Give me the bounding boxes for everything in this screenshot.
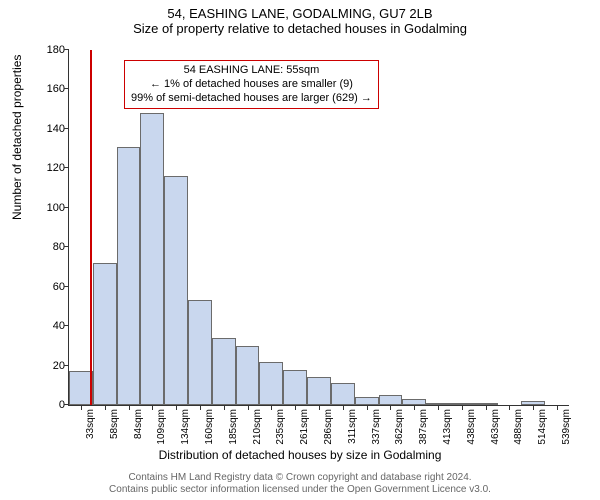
x-tick-label: 488sqm (513, 409, 524, 445)
histogram-bar (259, 362, 283, 405)
annotation-line1: 54 EASHING LANE: 55sqm (131, 64, 372, 78)
x-tick-label: 362sqm (394, 409, 405, 445)
x-tick-label: 134sqm (180, 409, 191, 445)
y-tick-mark (64, 167, 69, 168)
histogram-bar (188, 300, 212, 405)
y-tick-label: 40 (53, 320, 69, 332)
y-axis-label: Number of detached properties (10, 55, 24, 220)
x-tick-mark (200, 405, 201, 410)
footer-line1: Contains HM Land Registry data © Crown c… (0, 472, 600, 484)
x-tick-mark (367, 405, 368, 410)
x-tick-label: 84sqm (133, 409, 144, 439)
x-tick-label: 387sqm (418, 409, 429, 445)
annotation-line2: ← 1% of detached houses are smaller (9) (131, 78, 372, 92)
x-tick-label: 311sqm (347, 409, 358, 444)
y-tick-mark (64, 49, 69, 50)
title-address: 54, EASHING LANE, GODALMING, GU7 2LB (0, 0, 600, 21)
footer-line2: Contains public sector information licen… (0, 484, 600, 496)
x-tick-mark (414, 405, 415, 410)
x-tick-label: 235sqm (275, 409, 286, 445)
x-tick-label: 261sqm (299, 409, 310, 445)
x-tick-mark (176, 405, 177, 410)
histogram-bar (379, 395, 403, 405)
histogram-bar (355, 397, 379, 405)
x-tick-mark (224, 405, 225, 410)
x-tick-label: 109sqm (156, 409, 167, 445)
footer: Contains HM Land Registry data © Crown c… (0, 472, 600, 496)
x-tick-mark (343, 405, 344, 410)
histogram-bar (307, 377, 331, 405)
chart-container: 54, EASHING LANE, GODALMING, GU7 2LB Siz… (0, 0, 600, 500)
x-tick-label: 160sqm (204, 409, 215, 445)
histogram-bar (331, 383, 355, 405)
y-tick-label: 0 (59, 399, 69, 411)
annotation-box: 54 EASHING LANE: 55sqm ← 1% of detached … (124, 60, 379, 109)
y-tick-label: 140 (47, 123, 69, 135)
y-tick-label: 180 (47, 44, 69, 56)
x-tick-label: 33sqm (85, 409, 96, 439)
y-tick-label: 160 (47, 83, 69, 95)
y-tick-mark (64, 365, 69, 366)
y-tick-label: 80 (53, 241, 69, 253)
y-tick-mark (64, 88, 69, 89)
x-tick-mark (271, 405, 272, 410)
y-tick-mark (64, 207, 69, 208)
x-tick-label: 337sqm (371, 409, 382, 445)
histogram-bar (140, 113, 164, 405)
title-subtitle: Size of property relative to detached ho… (0, 21, 600, 36)
x-tick-label: 286sqm (323, 409, 334, 445)
histogram-bar (283, 370, 307, 406)
x-tick-mark (248, 405, 249, 410)
x-tick-mark (105, 405, 106, 410)
histogram-bar (117, 147, 141, 405)
x-tick-mark (533, 405, 534, 410)
x-tick-mark (129, 405, 130, 410)
property-marker-line (90, 50, 92, 405)
y-tick-mark (64, 128, 69, 129)
y-tick-label: 100 (47, 202, 69, 214)
x-tick-label: 463sqm (490, 409, 501, 445)
chart-plot-area: 54 EASHING LANE: 55sqm ← 1% of detached … (68, 50, 569, 406)
x-tick-label: 539sqm (561, 409, 572, 445)
x-tick-mark (509, 405, 510, 410)
x-tick-label: 514sqm (537, 409, 548, 445)
annotation-line3: 99% of semi-detached houses are larger (… (131, 92, 372, 106)
x-tick-mark (319, 405, 320, 410)
histogram-bar (93, 263, 117, 405)
histogram-bar (212, 338, 236, 405)
x-tick-label: 185sqm (228, 409, 239, 445)
x-tick-label: 438sqm (466, 409, 477, 445)
x-tick-label: 58sqm (109, 409, 120, 439)
x-tick-mark (152, 405, 153, 410)
x-tick-mark (81, 405, 82, 410)
x-tick-mark (486, 405, 487, 410)
x-tick-mark (438, 405, 439, 410)
x-tick-label: 413sqm (442, 409, 453, 445)
x-axis-label: Distribution of detached houses by size … (0, 448, 600, 462)
y-tick-label: 60 (53, 281, 69, 293)
y-tick-mark (64, 286, 69, 287)
histogram-bar (236, 346, 260, 405)
y-tick-mark (64, 246, 69, 247)
x-tick-mark (462, 405, 463, 410)
x-tick-mark (390, 405, 391, 410)
y-tick-mark (64, 325, 69, 326)
x-tick-mark (295, 405, 296, 410)
y-tick-label: 120 (47, 162, 69, 174)
y-tick-label: 20 (53, 360, 69, 372)
x-tick-label: 210sqm (252, 409, 263, 445)
x-tick-mark (557, 405, 558, 410)
histogram-bar (164, 176, 188, 405)
